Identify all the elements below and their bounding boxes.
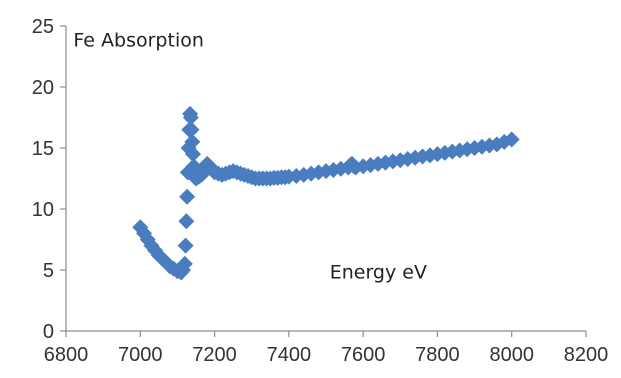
x-tick-label: 7400 <box>267 344 312 366</box>
x-tick-label: 6800 <box>44 344 89 366</box>
data-point <box>184 133 201 150</box>
data-point <box>182 109 199 126</box>
annotations: Fe Absorption Energy eV <box>73 30 427 284</box>
series-label: Fe Absorption <box>73 30 203 52</box>
tick-labels: 0 5 10 15 20 25 6800 7000 7200 7400 7600 7800 8000 82… <box>32 16 609 366</box>
data-point <box>176 255 193 272</box>
x-tick-label: 7000 <box>118 344 163 366</box>
y-tick-label: 0 <box>43 321 54 343</box>
data-point <box>503 131 520 148</box>
y-tick-label: 20 <box>32 77 54 99</box>
y-tick-label: 10 <box>32 199 54 221</box>
axes <box>60 25 587 337</box>
data-point <box>179 188 196 205</box>
data-point <box>183 121 200 138</box>
data-point <box>185 146 202 163</box>
data-point <box>178 213 195 230</box>
x-tick-label: 7600 <box>341 344 386 366</box>
x-tick-label: 7200 <box>192 344 237 366</box>
data-points <box>132 105 520 281</box>
y-tick-label: 15 <box>32 138 54 160</box>
data-point <box>177 237 194 254</box>
y-tick-label: 5 <box>43 260 54 282</box>
x-tick-label: 7800 <box>415 344 460 366</box>
data-point <box>147 242 164 259</box>
axis-label-annotation: Energy eV <box>330 262 427 284</box>
y-tick-label: 25 <box>32 16 54 38</box>
x-tick-label: 8000 <box>489 344 534 366</box>
x-tick-label: 8200 <box>564 344 609 366</box>
